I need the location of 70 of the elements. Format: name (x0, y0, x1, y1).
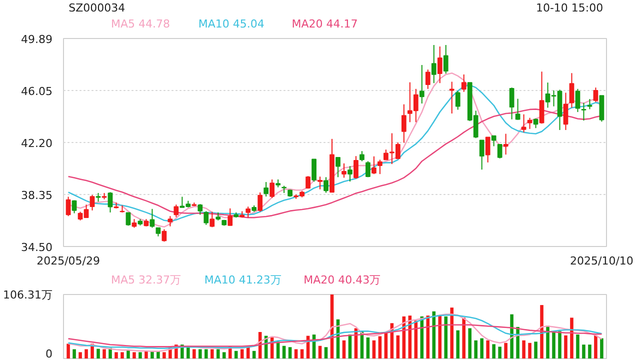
candlestick (497, 144, 502, 159)
candlestick (204, 210, 209, 226)
candlestick (419, 64, 424, 104)
candlestick (258, 192, 263, 212)
candlestick (372, 156, 376, 175)
text: MA5 32.37万 (111, 274, 182, 286)
text: 10-10 15:00 (536, 2, 604, 14)
candlestick (455, 90, 460, 110)
text: MA10 45.04 (198, 18, 264, 30)
candlestick (264, 182, 269, 197)
candlestick (168, 216, 173, 227)
candlestick (246, 206, 251, 218)
candlestick (593, 87, 598, 103)
candlestick (401, 104, 406, 144)
y-tick-label: 34.50 (21, 241, 53, 254)
candlestick (126, 212, 131, 226)
candlestick (437, 46, 442, 84)
x-tick-label: 2025/10/10 (570, 254, 634, 268)
candlestick (509, 87, 514, 120)
candlestick (306, 176, 310, 190)
candlestick (563, 92, 568, 130)
x-tick-label: 2025/05/29 (36, 254, 100, 268)
candlestick (354, 156, 358, 180)
candlestick (515, 98, 520, 120)
text: MA10 41.23万 (204, 274, 282, 286)
candlestick (324, 176, 328, 194)
candlestick (449, 81, 454, 114)
candlestick (431, 44, 436, 84)
candlestick (521, 114, 526, 133)
candlestick (581, 102, 586, 122)
candlestick (569, 72, 574, 108)
candlestick (425, 69, 430, 90)
candlestick (312, 158, 316, 182)
candlestick (533, 118, 538, 129)
candlestick (108, 192, 113, 213)
candlestick (210, 211, 215, 228)
candlestick (485, 136, 490, 163)
candlestick (336, 156, 340, 178)
candlestick (228, 208, 233, 226)
candlestick (479, 140, 484, 170)
candlestick (162, 228, 167, 242)
candlestick (539, 71, 544, 124)
candlestick (378, 159, 382, 175)
candlestick (503, 133, 508, 156)
candlestick (174, 204, 179, 218)
candlestick (270, 178, 275, 198)
y-tick-label: 0 (46, 348, 52, 360)
y-tick-label: 38.35 (21, 188, 53, 202)
text: MA20 44.17 (292, 18, 358, 30)
candlestick (491, 135, 496, 147)
candlestick (342, 162, 346, 178)
y-tick-label: 49.89 (21, 33, 53, 46)
candlestick (575, 88, 580, 113)
text: MA20 40.43万 (304, 274, 381, 286)
candlestick (318, 176, 322, 190)
chart-title: SZ000034 (68, 2, 126, 14)
candlestick (150, 208, 155, 228)
candlestick (90, 194, 95, 211)
candlestick (198, 204, 203, 216)
candlestick (461, 74, 466, 92)
y-tick-label: 46.05 (21, 84, 53, 98)
candlestick (360, 150, 364, 162)
y-tick-label: 42.20 (21, 136, 53, 150)
y-tick-label: 106.31万 (3, 288, 53, 302)
candlestick (366, 160, 370, 178)
candlestick (443, 44, 448, 74)
text: MA5 44.78 (111, 18, 170, 30)
candlestick (66, 196, 71, 217)
candlestick (72, 200, 77, 214)
candlestick (348, 166, 352, 182)
